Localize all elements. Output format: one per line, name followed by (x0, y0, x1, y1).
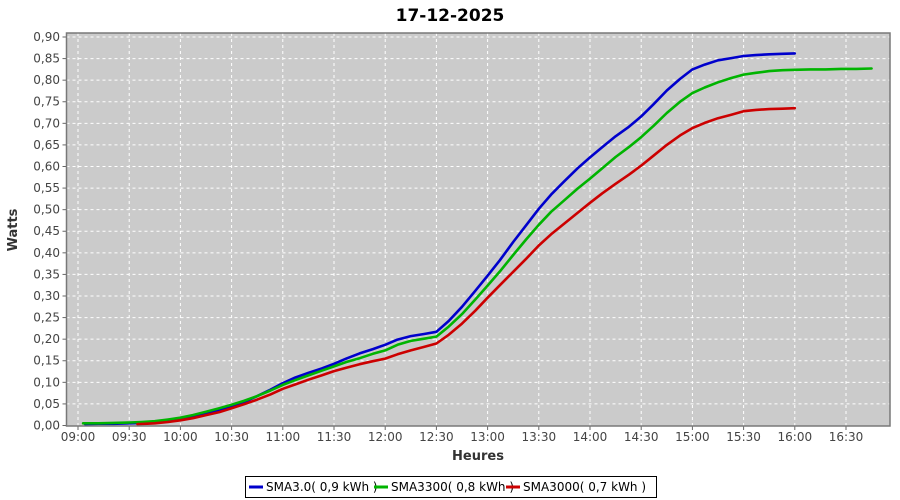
x-tick-label: 12:30 (419, 430, 454, 444)
y-tick-label: 0,15 (33, 354, 60, 368)
x-tick-label: 14:30 (624, 430, 659, 444)
y-tick-label: 0,90 (33, 30, 60, 44)
y-tick-label: 0,85 (33, 52, 60, 66)
x-tick-label: 12:00 (368, 430, 403, 444)
x-tick-label: 13:00 (470, 430, 505, 444)
x-tick-label: 09:00 (61, 430, 96, 444)
legend-item: SMA3000( 0,7 kWh ) (506, 480, 646, 494)
y-tick-label: 0,60 (33, 159, 60, 173)
legend-item-label: SMA3000( 0,7 kWh ) (523, 480, 646, 494)
y-tick-label: 0,30 (33, 289, 60, 303)
legend-box (245, 476, 657, 498)
x-tick-label: 09:30 (112, 430, 147, 444)
legend-item: SMA3.0( 0,9 kWh ) (249, 480, 378, 494)
y-tick-label: 0,25 (33, 311, 60, 325)
x-tick-label: 10:00 (163, 430, 198, 444)
series-line-sma3000 (136, 106, 797, 426)
x-axis-title: Heures (452, 449, 504, 464)
x-tick-label: 16:00 (778, 430, 813, 444)
y-tick-label: 0,10 (33, 375, 60, 389)
y-tick-label: 0,00 (33, 419, 60, 433)
y-tick-label: 0,75 (33, 95, 60, 109)
y-axis-title: Watts (6, 208, 21, 251)
series-line-sma3300 (81, 67, 873, 425)
x-tick-label: 11:30 (317, 430, 352, 444)
axis-tick-labels: 09:00 09:30 10:00 10:30 11:00 11:30 12:00 12:30… (33, 30, 863, 444)
legend-item-label: SMA3300( 0,8 kWh ) (391, 480, 514, 494)
x-tick-label: 11:00 (266, 430, 301, 444)
y-tick-label: 0,70 (33, 116, 60, 130)
y-tick-label: 0,65 (33, 138, 60, 152)
x-tick-label: 13:30 (522, 430, 557, 444)
x-tick-label: 16:30 (829, 430, 864, 444)
y-tick-label: 0,50 (33, 203, 60, 217)
y-tick-label: 0,40 (33, 246, 60, 260)
x-tick-label: 15:00 (675, 430, 710, 444)
legend-item-label: SMA3.0( 0,9 kWh ) (266, 480, 378, 494)
x-tick-label: 14:00 (573, 430, 608, 444)
series-lines (81, 52, 873, 426)
chart-title: 17-12-2025 (396, 6, 505, 26)
legend: SMA3.0( 0,9 kWh ) SMA3300( 0,8 kWh ) SMA30… (245, 476, 657, 498)
plot-border (65, 32, 891, 427)
y-tick-label: 0,35 (33, 267, 60, 281)
plot-area (66, 33, 890, 426)
y-tick-label: 0,45 (33, 224, 60, 238)
series-line-sma3.0 (83, 52, 797, 426)
legend-item: SMA3300( 0,8 kWh ) (374, 480, 514, 494)
gridlines (66, 33, 890, 426)
y-tick-label: 0,55 (33, 181, 60, 195)
y-tick-label: 0,20 (33, 332, 60, 346)
x-tick-label: 10:30 (214, 430, 249, 444)
y-tick-label: 0,05 (33, 397, 60, 411)
x-tick-label: 15:30 (726, 430, 761, 444)
y-tick-label: 0,80 (33, 73, 60, 87)
